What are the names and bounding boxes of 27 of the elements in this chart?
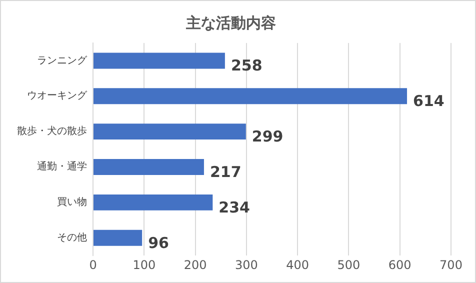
chart-title: 主な活動内容	[185, 14, 276, 32]
data-label: 96	[148, 234, 169, 252]
y-tick-label: 通勤・通学	[37, 160, 87, 173]
bar	[94, 52, 225, 69]
x-tick-label: 200	[184, 258, 207, 272]
y-tick-label: 買い物	[57, 197, 87, 208]
x-tick-label: 100	[132, 258, 156, 272]
y-tick-label: その他	[57, 231, 87, 244]
bar	[94, 159, 204, 175]
x-tick-label: 400	[286, 258, 310, 272]
bar	[94, 88, 408, 104]
data-label: 299	[252, 127, 284, 146]
bar	[94, 230, 142, 246]
bar	[94, 124, 246, 140]
y-tick-label: ランニング	[37, 55, 88, 66]
y-tick-label: 散歩・犬の散歩	[17, 125, 87, 138]
data-label: 234	[218, 198, 250, 216]
data-label: 614	[413, 92, 444, 110]
x-tick-label: 500	[337, 258, 360, 272]
x-tick-label: 300	[234, 258, 258, 272]
x-tick-label: 700	[440, 258, 462, 272]
bar	[94, 194, 213, 210]
data-label: 258	[230, 56, 262, 75]
y-tick-label: ウオーキング	[27, 90, 88, 102]
data-label: 217	[210, 162, 242, 181]
x-tick-label: 0	[89, 258, 97, 272]
x-tick-label: 600	[388, 258, 412, 272]
